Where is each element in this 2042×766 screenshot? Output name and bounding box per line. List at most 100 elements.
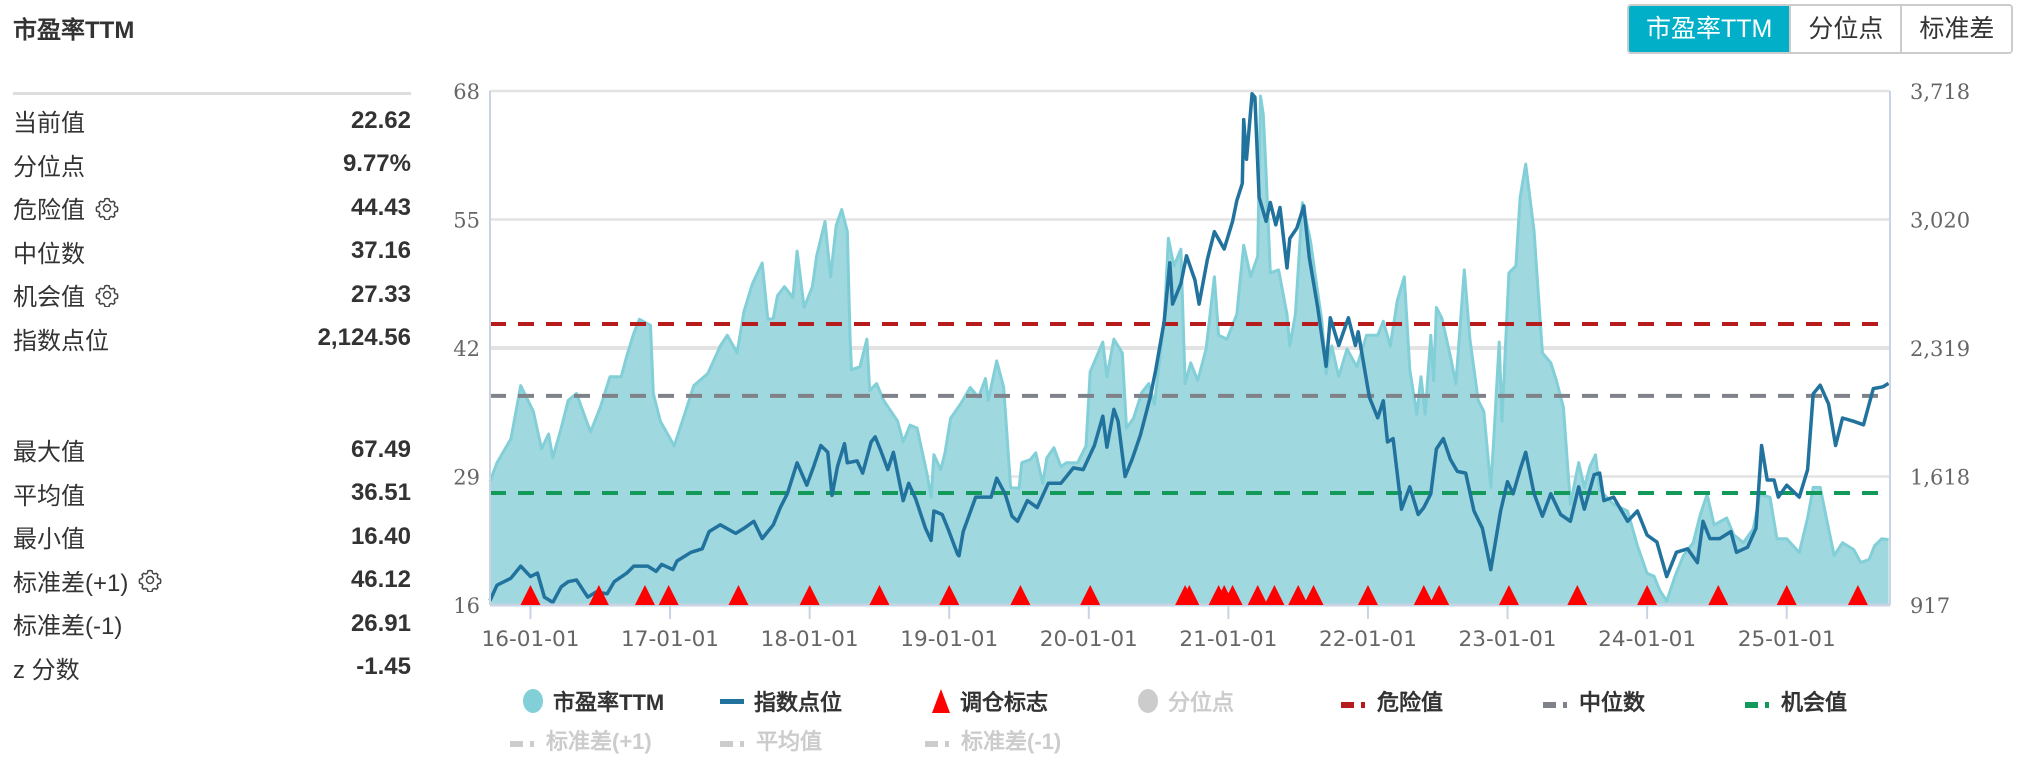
stat-label-group: 当前值 [13, 103, 85, 138]
rebalance-marker [1264, 585, 1285, 605]
stat-value: 27.33 [350, 280, 411, 308]
stat-row: 中位数 37.16 [13, 230, 411, 274]
toggle-percentile[interactable]: 分位点 [1789, 6, 1901, 52]
toggle-pe-ttm[interactable]: 市盈率TTM [1629, 6, 1790, 52]
circle-icon [523, 689, 543, 713]
rebalance-marker [1080, 585, 1101, 605]
metric-toggle-group: 市盈率TTM 分位点 标准差 [1627, 4, 2014, 54]
gear-icon[interactable] [95, 196, 119, 221]
x-axis-tick-label: 18-01-01 [761, 627, 859, 651]
stat-label: 最小值 [13, 526, 85, 554]
stat-value: 36.51 [350, 479, 411, 507]
page-title: 市盈率TTM [13, 17, 135, 44]
right-axis-tick-label: 3,020 [1910, 209, 1970, 233]
legend-item[interactable]: 标准差(+1) [510, 724, 652, 756]
stat-value: 9.77% [342, 150, 411, 178]
rebalance-marker [1498, 585, 1519, 605]
legend-label: 调仓标志 [960, 690, 1049, 715]
stat-label: 最大值 [13, 439, 85, 467]
stat-value: 16.40 [350, 522, 411, 550]
stat-row: 平均值 36.51 [13, 472, 411, 516]
stat-row: 当前值 22.62 [13, 99, 411, 143]
index-level-line [488, 92, 1890, 605]
stat-value: 67.49 [350, 435, 411, 463]
legend-item[interactable]: 中位数 [1543, 685, 1645, 717]
x-axis-tick-label: 25-01-01 [1738, 627, 1836, 651]
legend-item[interactable]: 分位点 [1138, 685, 1234, 717]
stat-label-group: 中位数 [13, 234, 85, 269]
stat-label: 危险值 [13, 197, 85, 225]
rebalance-marker [1708, 585, 1729, 605]
rebalance-marker [1247, 585, 1268, 605]
dashed-line-icon [720, 727, 746, 753]
stat-label-group: 机会值 [13, 277, 119, 312]
rebalance-marker [1567, 585, 1588, 605]
stat-row: 最大值 67.49 [13, 428, 411, 472]
legend-item[interactable]: 平均值 [720, 724, 822, 756]
stat-value: 26.91 [350, 609, 411, 637]
rebalance-marker [799, 585, 820, 605]
stats-panel-current: 当前值 22.62 分位点 9.77% 危险值 44.43 中位数 37.16 机会值 27.33… [13, 92, 411, 360]
legend-item[interactable]: 危险值 [1341, 685, 1443, 717]
legend-item[interactable]: 市盈率TTM [523, 685, 664, 717]
left-axis-tick-label: 29 [453, 466, 480, 490]
legend-label: 标准差(+1) [546, 729, 652, 754]
right-axis-tick-label: 3,718 [1910, 80, 1970, 104]
x-axis-tick-label: 19-01-01 [900, 627, 998, 651]
legend-label: 危险值 [1377, 690, 1444, 715]
dashed-line-icon [1745, 688, 1771, 714]
line-icon [720, 698, 744, 704]
dashed-line-icon [1543, 688, 1569, 714]
stat-label-group: 最小值 [13, 519, 85, 554]
stat-label: 标准差(+1) [13, 569, 129, 597]
gear-icon[interactable] [95, 283, 119, 308]
legend-item[interactable]: 标准差(-1) [925, 724, 1061, 756]
legend-label: 中位数 [1579, 690, 1646, 715]
stat-row: 分位点 9.77% [13, 143, 411, 187]
stat-value: 46.12 [350, 566, 411, 594]
gear-icon[interactable] [138, 568, 162, 593]
rebalance-marker [1303, 585, 1324, 605]
rebalance-marker [1222, 585, 1243, 605]
stat-label-group: 标准差(+1) [13, 563, 162, 598]
stat-label: z 分数 [13, 656, 80, 684]
legend-label: 市盈率TTM [553, 690, 665, 715]
legend-label: 分位点 [1168, 690, 1235, 715]
rebalance-marker [1179, 585, 1200, 605]
rebalance-marker [939, 585, 960, 605]
rebalance-marker [634, 585, 655, 605]
rebalance-marker [869, 585, 890, 605]
pe-ttm-area [490, 96, 1889, 605]
stat-label: 当前值 [13, 110, 85, 138]
stat-label-group: 指数点位 [13, 321, 109, 356]
stats-panel-summary: 最大值 67.49 平均值 36.51 最小值 16.40 标准差(+1) 46.12 标准差(… [13, 428, 411, 689]
stat-label-group: 最大值 [13, 432, 85, 467]
stat-label-group: 危险值 [13, 190, 119, 225]
x-axis-tick-label: 17-01-01 [621, 627, 719, 651]
stat-row: 机会值 27.33 [13, 273, 411, 317]
legend-label: 指数点位 [754, 690, 843, 715]
legend-item[interactable]: 机会值 [1745, 685, 1847, 717]
stat-value: 2,124.56 [317, 324, 411, 352]
rebalance-marker [728, 585, 749, 605]
rebalance-marker [1288, 585, 1309, 605]
stat-row: 标准差(-1) 26.91 [13, 602, 411, 646]
rebalance-marker [1357, 585, 1378, 605]
toggle-std-dev[interactable]: 标准差 [1900, 6, 2012, 52]
stat-row: 标准差(+1) 46.12 [13, 559, 411, 603]
rebalance-marker [520, 585, 541, 605]
dashed-line-icon [925, 727, 951, 753]
stat-label: 标准差(-1) [13, 613, 123, 641]
stat-row: 指数点位 2,124.56 [13, 317, 411, 361]
rebalance-marker [1847, 585, 1868, 605]
stat-label-group: 标准差(-1) [13, 606, 122, 641]
left-axis-tick-label: 42 [453, 337, 480, 361]
left-axis-tick-label: 55 [453, 209, 480, 233]
legend-item[interactable]: 指数点位 [720, 685, 842, 717]
left-axis-tick-label: 16 [453, 594, 480, 618]
stat-label: 平均值 [13, 482, 85, 510]
x-axis-tick-label: 16-01-01 [481, 627, 579, 651]
legend-item[interactable]: 调仓标志 [932, 685, 1048, 717]
x-axis-tick-label: 20-01-01 [1040, 627, 1138, 651]
stat-row: z 分数 -1.45 [13, 646, 411, 690]
